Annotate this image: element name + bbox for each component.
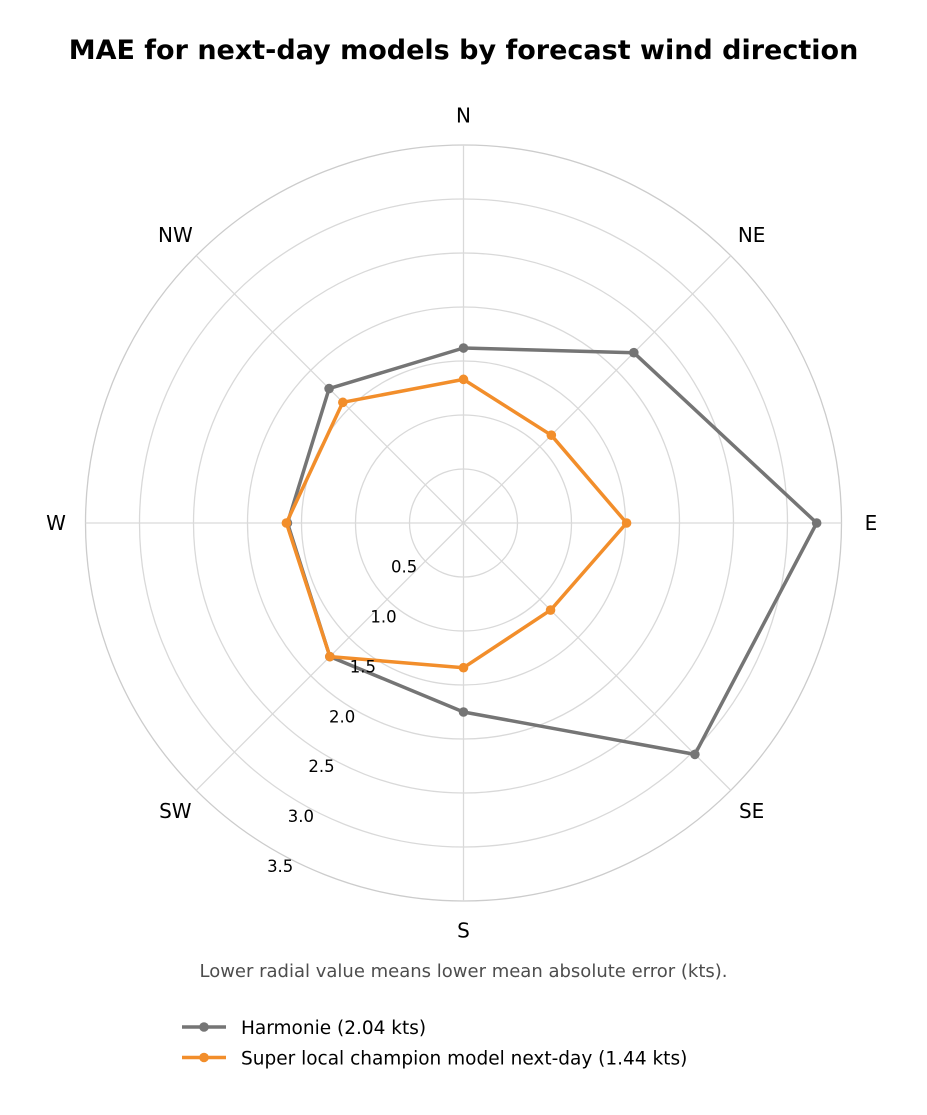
direction-label-s: S — [457, 918, 470, 942]
data-point-n — [458, 343, 469, 353]
data-point-e — [811, 518, 822, 528]
data-point-n — [458, 374, 469, 385]
data-point-se — [545, 605, 556, 615]
grid-spoke — [463, 522, 732, 791]
series-layer — [281, 343, 822, 760]
direction-label-n: N — [456, 104, 471, 128]
legend-swatch-marker — [199, 1022, 209, 1032]
direction-label-sw: SW — [159, 799, 192, 823]
direction-labels: N NE E SE S SW W NW — [46, 104, 877, 943]
legend-label: Super local champion model next-day (1.4… — [241, 1049, 687, 1070]
legend-item-1: Harmonie (2.04 kts) — [182, 1018, 426, 1039]
radial-tick-labels: 0.5 1.0 1.5 2.0 2.5 3.0 3.5 — [267, 558, 417, 876]
radial-tick-label: 2.5 — [308, 757, 334, 776]
chart-title: MAE for next-day models by forecast wind… — [69, 35, 859, 66]
radial-tick-label: 0.5 — [391, 558, 417, 577]
legend-swatch-marker — [199, 1052, 209, 1063]
data-point-w — [281, 518, 292, 528]
series-1 — [282, 343, 822, 760]
data-point-s — [458, 707, 469, 717]
polar-grid — [84, 144, 843, 902]
legend-item-2: Super local champion model next-day (1.4… — [182, 1049, 687, 1070]
direction-label-ne: NE — [738, 223, 766, 247]
grid-spoke — [463, 255, 732, 524]
series-2 — [281, 374, 632, 673]
data-point-nw — [338, 397, 348, 408]
radial-tick-label: 2.0 — [329, 707, 355, 726]
radial-tick-label: 3.5 — [267, 857, 293, 876]
data-point-s — [458, 662, 469, 673]
data-point-sw — [325, 651, 335, 662]
legend: Harmonie (2.04 kts) Super local champion … — [182, 1018, 687, 1070]
data-point-e — [621, 518, 632, 528]
data-point-se — [690, 749, 700, 760]
direction-label-w: W — [46, 511, 66, 535]
chart-subtitle: Lower radial value means lower mean abso… — [199, 961, 727, 982]
direction-label-nw: NW — [158, 223, 193, 247]
data-point-ne — [628, 347, 639, 358]
radial-tick-label: 1.5 — [350, 657, 376, 676]
data-point-ne — [546, 430, 557, 440]
series-line — [285, 346, 819, 757]
direction-label-e: E — [865, 511, 878, 535]
radial-tick-label: 1.0 — [370, 607, 396, 626]
direction-label-se: SE — [739, 799, 764, 823]
data-point-nw — [324, 383, 334, 394]
legend-label: Harmonie (2.04 kts) — [241, 1018, 426, 1039]
radial-tick-label: 3.0 — [288, 807, 314, 826]
